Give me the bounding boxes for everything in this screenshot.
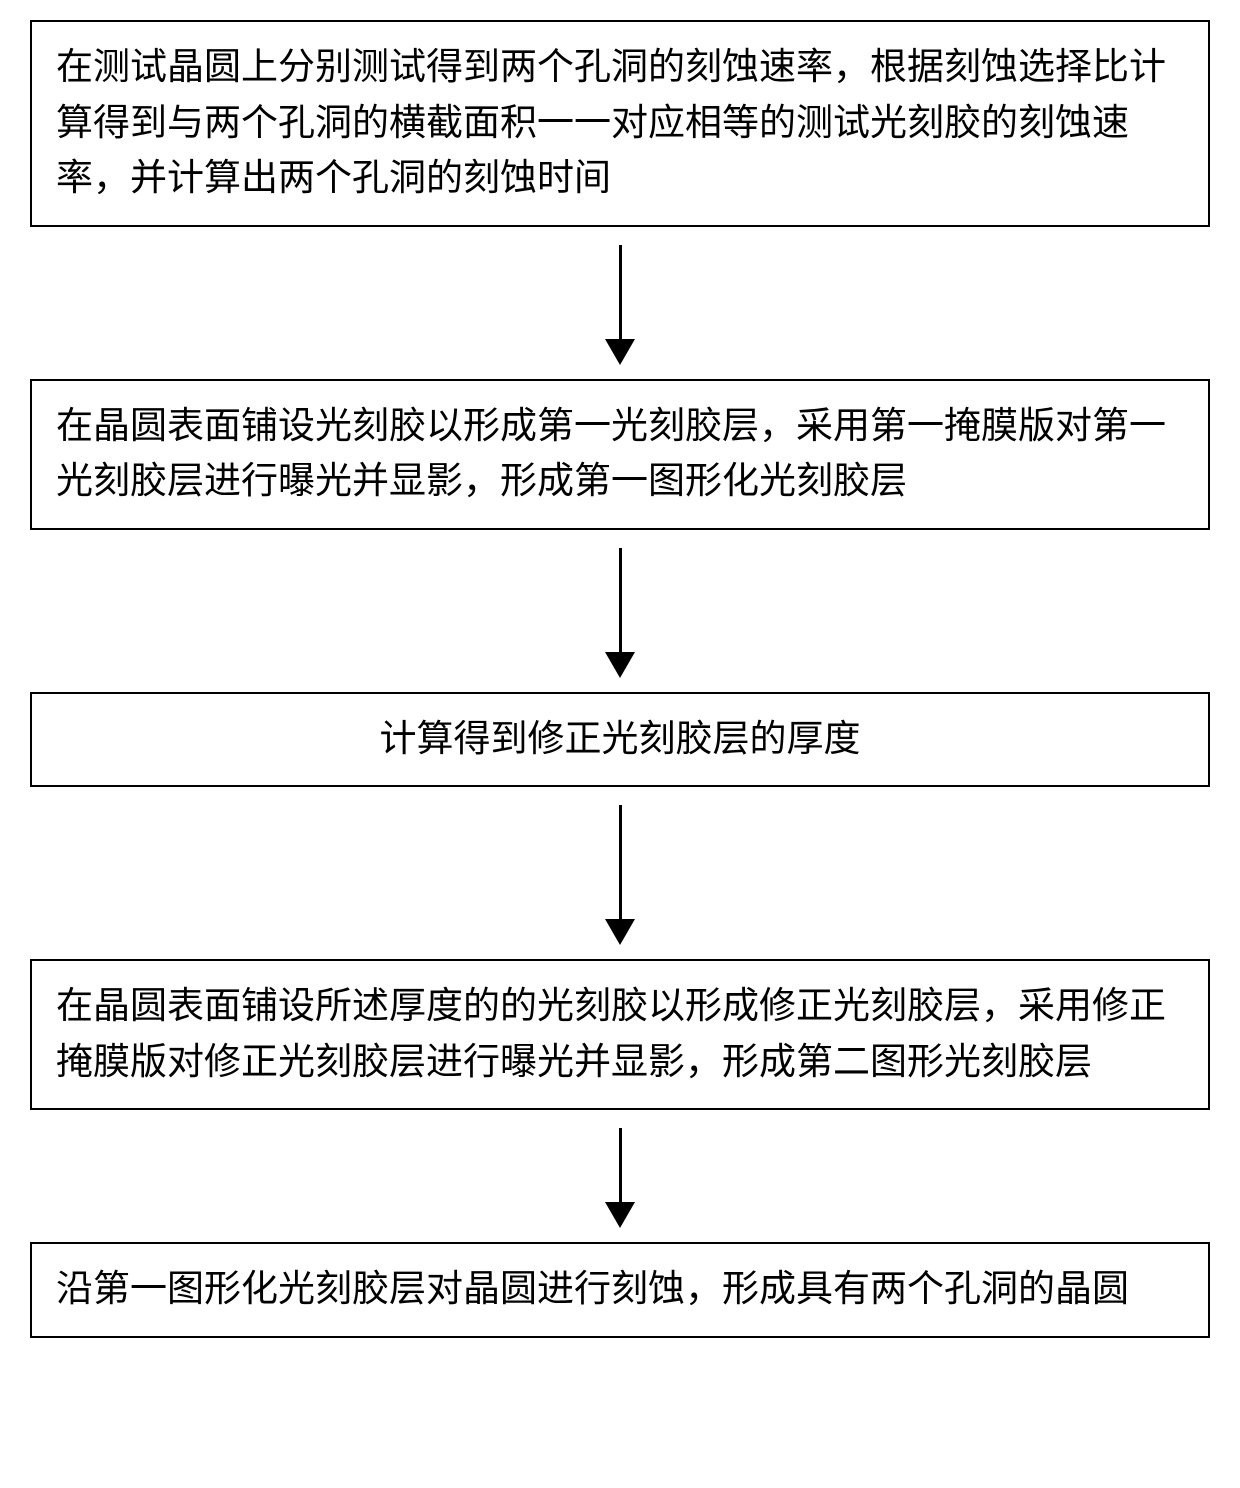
flow-step-5-text: 沿第一图形化光刻胶层对晶圆进行刻蚀，形成具有两个孔洞的晶圆 (56, 1269, 1129, 1310)
flow-arrow-4 (605, 1110, 635, 1242)
flow-step-1-text: 在测试晶圆上分别测试得到两个孔洞的刻蚀速率，根据刻蚀选择比计算得到与两个孔洞的横… (56, 47, 1166, 199)
arrow-head-icon (605, 919, 635, 945)
flow-step-4: 在晶圆表面铺设所述厚度的的光刻胶以形成修正光刻胶层，采用修正掩膜版对修正光刻胶层… (30, 959, 1210, 1110)
arrow-line-icon (619, 805, 622, 919)
flowchart-container: 在测试晶圆上分别测试得到两个孔洞的刻蚀速率，根据刻蚀选择比计算得到与两个孔洞的横… (20, 20, 1220, 1338)
flow-arrow-1 (605, 227, 635, 379)
flow-step-1: 在测试晶圆上分别测试得到两个孔洞的刻蚀速率，根据刻蚀选择比计算得到与两个孔洞的横… (30, 20, 1210, 227)
arrow-line-icon (619, 1128, 622, 1202)
arrow-head-icon (605, 1202, 635, 1228)
flow-step-2: 在晶圆表面铺设光刻胶以形成第一光刻胶层，采用第一掩膜版对第一光刻胶层进行曝光并显… (30, 379, 1210, 530)
arrow-line-icon (619, 245, 622, 339)
flow-step-2-text: 在晶圆表面铺设光刻胶以形成第一光刻胶层，采用第一掩膜版对第一光刻胶层进行曝光并显… (56, 406, 1166, 503)
flow-step-5: 沿第一图形化光刻胶层对晶圆进行刻蚀，形成具有两个孔洞的晶圆 (30, 1242, 1210, 1338)
flow-step-3-text: 计算得到修正光刻胶层的厚度 (380, 719, 861, 760)
flow-arrow-2 (605, 530, 635, 692)
arrow-head-icon (605, 652, 635, 678)
flow-step-4-text: 在晶圆表面铺设所述厚度的的光刻胶以形成修正光刻胶层，采用修正掩膜版对修正光刻胶层… (56, 986, 1166, 1083)
flow-step-3: 计算得到修正光刻胶层的厚度 (30, 692, 1210, 788)
flow-arrow-3 (605, 787, 635, 959)
arrow-line-icon (619, 548, 622, 652)
arrow-head-icon (605, 339, 635, 365)
